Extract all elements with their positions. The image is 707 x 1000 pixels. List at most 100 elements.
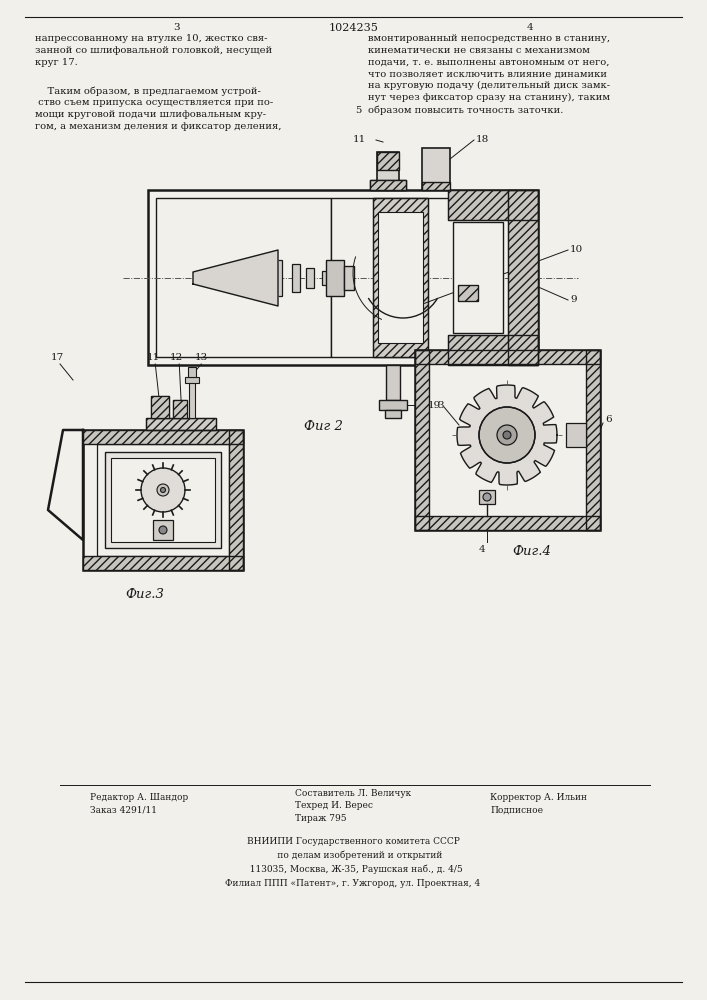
Bar: [586, 350, 600, 530]
Bar: [331, 198, 530, 357]
Text: 6: 6: [605, 416, 612, 424]
Bar: [415, 516, 600, 530]
Bar: [151, 396, 169, 418]
Bar: [415, 516, 600, 530]
Bar: [448, 335, 538, 365]
Bar: [306, 268, 314, 288]
Bar: [370, 180, 406, 190]
Circle shape: [160, 488, 165, 492]
Text: 12: 12: [170, 353, 183, 362]
Bar: [415, 350, 600, 364]
Polygon shape: [457, 385, 557, 485]
Bar: [83, 430, 243, 444]
Text: Составитель Л. Величук
Техред И. Верес
Тираж 795: Составитель Л. Величук Техред И. Верес Т…: [295, 789, 411, 823]
Text: Фиг 2: Фиг 2: [303, 420, 342, 433]
Circle shape: [503, 431, 511, 439]
Bar: [148, 190, 538, 365]
Bar: [83, 430, 243, 570]
Bar: [377, 152, 399, 170]
Bar: [415, 350, 600, 364]
Bar: [373, 198, 428, 357]
Bar: [274, 260, 282, 296]
Bar: [415, 350, 429, 530]
Bar: [326, 260, 344, 296]
Text: 10: 10: [570, 245, 583, 254]
Bar: [189, 381, 195, 418]
Text: по делам изобретений и открытий: по делам изобретений и открытий: [263, 851, 443, 860]
Text: 4: 4: [479, 545, 485, 554]
Bar: [377, 152, 399, 170]
Bar: [448, 190, 538, 220]
Text: Таким образом, в предлагаемом устрой-
 ство съем припуска осуществляется при по-: Таким образом, в предлагаемом устрой- ст…: [35, 86, 281, 131]
Bar: [385, 410, 401, 418]
Bar: [422, 182, 450, 190]
Text: ВНИИПИ Государственного комитета СССР: ВНИИПИ Государственного комитета СССР: [247, 837, 460, 846]
Text: 4: 4: [527, 23, 533, 32]
Circle shape: [141, 468, 185, 512]
Bar: [151, 396, 169, 418]
Bar: [83, 556, 243, 570]
Bar: [229, 430, 243, 570]
Circle shape: [479, 407, 535, 463]
Bar: [566, 423, 586, 447]
Text: Редактор А. Шандор
Заказ 4291/11: Редактор А. Шандор Заказ 4291/11: [90, 793, 188, 814]
Bar: [344, 266, 354, 290]
Text: 18: 18: [476, 135, 489, 144]
Bar: [586, 350, 600, 530]
Bar: [146, 418, 216, 430]
Bar: [105, 452, 221, 548]
Polygon shape: [193, 250, 278, 306]
Circle shape: [483, 493, 491, 501]
Bar: [373, 198, 428, 357]
Circle shape: [159, 526, 167, 534]
Bar: [146, 418, 216, 430]
Bar: [229, 430, 243, 570]
Text: Филиал ППП «Патент», г. Ужгород, ул. Проектная, 4: Филиал ППП «Патент», г. Ужгород, ул. Про…: [226, 879, 481, 888]
Text: 3: 3: [437, 400, 443, 410]
Bar: [292, 264, 300, 292]
Circle shape: [497, 425, 517, 445]
Bar: [508, 190, 538, 365]
Bar: [188, 367, 197, 377]
Text: 19: 19: [428, 400, 441, 410]
Bar: [173, 400, 187, 418]
Circle shape: [157, 484, 169, 496]
Bar: [458, 285, 478, 301]
Bar: [83, 430, 243, 444]
Text: 11: 11: [353, 135, 366, 144]
Bar: [453, 222, 503, 333]
Bar: [422, 182, 450, 190]
Text: 11: 11: [146, 353, 160, 362]
Polygon shape: [48, 430, 83, 540]
Text: 5: 5: [355, 106, 361, 115]
Bar: [386, 365, 400, 400]
Bar: [83, 556, 243, 570]
Bar: [448, 190, 538, 220]
Text: 3: 3: [174, 23, 180, 32]
Bar: [173, 400, 187, 418]
Bar: [377, 152, 399, 190]
Text: 113035, Москва, Ж-35, Раушская наб., д. 4/5: 113035, Москва, Ж-35, Раушская наб., д. …: [244, 865, 462, 874]
Bar: [370, 180, 406, 190]
Text: 9: 9: [570, 296, 577, 304]
Bar: [97, 444, 229, 556]
Bar: [508, 190, 538, 365]
Text: 1024235: 1024235: [329, 23, 379, 33]
Text: Корректор А. Ильин
Подписное: Корректор А. Ильин Подписное: [490, 793, 587, 814]
Bar: [151, 396, 169, 418]
Bar: [111, 458, 215, 542]
Bar: [448, 335, 538, 365]
Bar: [322, 271, 330, 285]
Bar: [153, 520, 173, 540]
Bar: [415, 350, 600, 530]
Bar: [479, 490, 495, 504]
Text: напрессованному на втулке 10, жестко свя-
занной со шлифовальной головкой, несущ: напрессованному на втулке 10, жестко свя…: [35, 34, 272, 67]
Bar: [156, 198, 331, 357]
Bar: [415, 350, 429, 530]
Bar: [458, 285, 478, 301]
Bar: [173, 400, 187, 418]
Bar: [379, 400, 407, 410]
Text: вмонтированный непосредственно в станину,
кинематически не связаны с механизмом
: вмонтированный непосредственно в станину…: [368, 34, 610, 115]
Text: 13: 13: [194, 353, 208, 362]
Text: Фиг.3: Фиг.3: [126, 588, 165, 601]
